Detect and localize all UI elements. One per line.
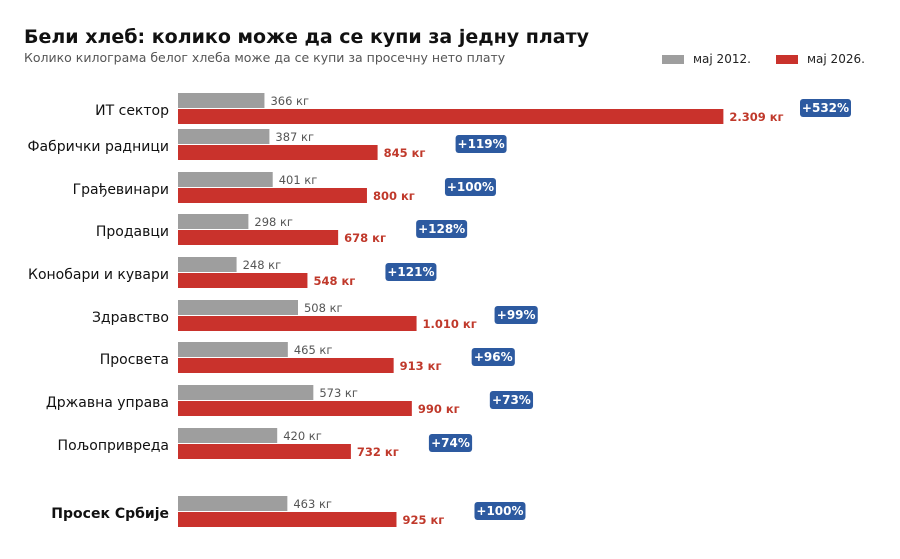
value-label-2012: 463 кг xyxy=(293,497,332,511)
chart-subtitle: Колико килограма белог хлеба може да се … xyxy=(24,50,506,65)
change-badge-label: +96% xyxy=(474,350,513,364)
value-label-2012: 465 кг xyxy=(294,343,333,357)
change-badge xyxy=(474,502,526,520)
chart-title: Бели хлеб: колико може да се купи за јед… xyxy=(24,26,589,48)
change-badge xyxy=(494,306,538,324)
bar-2026 xyxy=(178,145,378,160)
bar-2026 xyxy=(178,512,397,527)
category-label: Државна управа xyxy=(46,395,169,411)
value-label-2026: 913 кг xyxy=(400,359,442,373)
bar-2026 xyxy=(178,230,339,245)
change-badge xyxy=(455,135,507,153)
bar-2012 xyxy=(178,93,265,108)
change-badge-label: +532% xyxy=(802,101,849,115)
change-badge xyxy=(444,178,496,196)
change-badge-label: +74% xyxy=(431,436,470,450)
value-label-2012: 401 кг xyxy=(279,173,318,187)
category-label: Продавци xyxy=(96,224,169,240)
legend-swatch-2012 xyxy=(662,54,684,64)
value-label-2026: 678 кг xyxy=(344,231,386,245)
value-label-2012: 366 кг xyxy=(270,94,309,108)
bar-2012 xyxy=(178,172,273,187)
change-badge-label: +100% xyxy=(447,180,494,194)
change-badge xyxy=(416,220,468,238)
bar-2026 xyxy=(178,444,351,459)
category-label: ИТ сектор xyxy=(95,103,169,119)
bar-2026 xyxy=(178,316,417,331)
change-badge-label: +121% xyxy=(387,265,434,279)
change-badge-label: +99% xyxy=(497,308,536,322)
category-label: Конобари и кувари xyxy=(28,267,169,283)
bar-2012 xyxy=(178,300,298,315)
bar-2026 xyxy=(178,358,394,373)
category-label: Просек Србије xyxy=(51,506,169,522)
bar-2012 xyxy=(178,129,270,144)
legend-item-2026: мај 2026. xyxy=(776,52,865,66)
value-label-2012: 387 кг xyxy=(275,130,314,144)
change-badge xyxy=(489,391,534,409)
bar-2026 xyxy=(178,109,724,124)
category-label: Грађевинари xyxy=(73,182,169,198)
bar-2026 xyxy=(178,188,367,203)
legend-label-2026: мај 2026. xyxy=(807,52,865,66)
category-label: Пољопривреда xyxy=(58,438,169,454)
bar-2012 xyxy=(178,385,314,400)
legend-swatch-2026 xyxy=(776,54,798,64)
value-label-2026: 800 кг xyxy=(373,189,415,203)
value-label-2012: 508 кг xyxy=(304,301,343,315)
change-badge xyxy=(428,434,473,452)
bar-2012 xyxy=(178,496,288,511)
value-label-2026: 548 кг xyxy=(313,274,355,288)
category-label: Фабрички радници xyxy=(27,139,169,155)
change-badge-label: +128% xyxy=(418,222,465,236)
change-badge xyxy=(471,348,515,366)
legend-label-2012: мај 2012. xyxy=(693,52,751,66)
value-label-2012: 248 кг xyxy=(243,258,282,272)
change-badge xyxy=(385,263,437,281)
bar-2012 xyxy=(178,342,288,357)
value-label-2026: 732 кг xyxy=(357,445,399,459)
change-badge-label: +119% xyxy=(458,137,505,151)
bar-2026 xyxy=(178,401,412,416)
category-label: Просвета xyxy=(100,352,169,368)
bar-2012 xyxy=(178,214,249,229)
bar-2012 xyxy=(178,257,237,272)
legend-item-2012: мај 2012. xyxy=(662,52,751,66)
value-label-2012: 298 кг xyxy=(254,215,293,229)
value-label-2026: 845 кг xyxy=(384,146,426,160)
value-label-2026: 1.010 кг xyxy=(423,317,477,331)
value-label-2026: 990 кг xyxy=(418,402,460,416)
value-label-2026: 2.309 кг xyxy=(729,110,783,124)
bar-2026 xyxy=(178,273,308,288)
change-badge xyxy=(800,99,851,117)
value-label-2012: 573 кг xyxy=(319,386,358,400)
bar-2012 xyxy=(178,428,278,443)
change-badge-label: +100% xyxy=(476,504,523,518)
value-label-2012: 420 кг xyxy=(283,429,322,443)
value-label-2026: 925 кг xyxy=(402,513,444,527)
category-label: Здравство xyxy=(92,310,169,326)
change-badge-label: +73% xyxy=(492,393,531,407)
